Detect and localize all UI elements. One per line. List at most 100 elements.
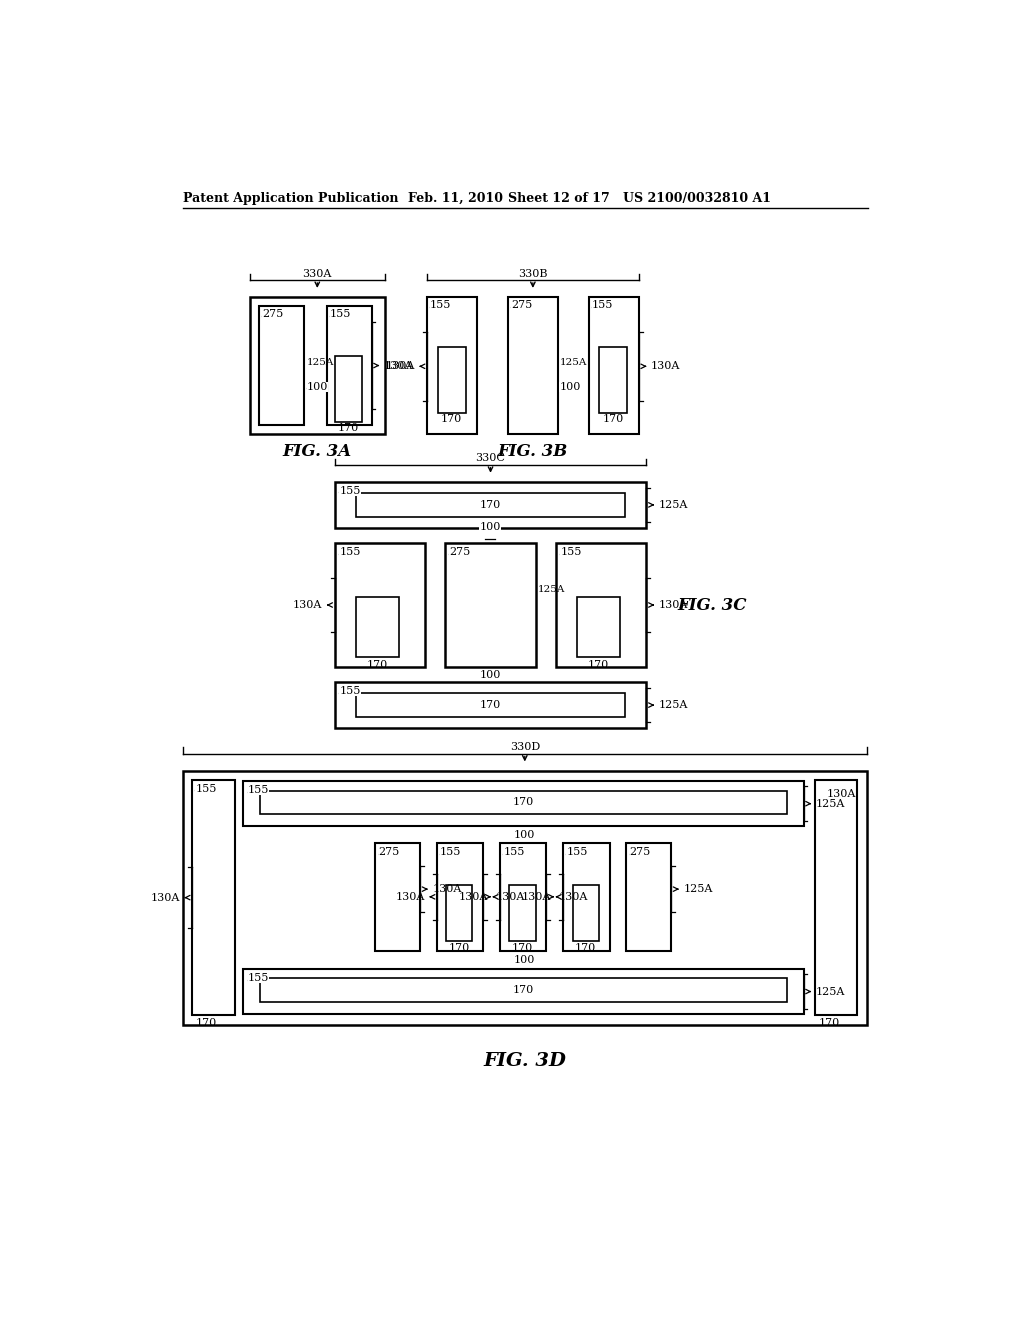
Text: 130A: 130A — [384, 360, 414, 371]
Text: 130A: 130A — [521, 892, 551, 902]
Bar — [589, 297, 639, 434]
Bar — [563, 843, 609, 950]
Text: 170: 170 — [512, 942, 534, 953]
Bar — [578, 597, 620, 657]
Text: 100: 100 — [514, 954, 536, 965]
Text: 275: 275 — [450, 548, 471, 557]
Text: Sheet 12 of 17: Sheet 12 of 17 — [508, 191, 609, 205]
Text: 170: 170 — [441, 414, 462, 424]
Text: 155: 155 — [440, 847, 462, 857]
Bar — [243, 781, 804, 826]
Text: 130A: 130A — [651, 362, 681, 371]
Text: 330C: 330C — [475, 453, 506, 463]
Text: 155: 155 — [339, 486, 360, 495]
Text: Patent Application Publication: Patent Application Publication — [183, 191, 398, 205]
Text: 330D: 330D — [510, 742, 540, 752]
Text: 125A: 125A — [538, 585, 565, 594]
Bar — [599, 347, 628, 412]
Text: 330B: 330B — [518, 268, 548, 279]
Text: FIG. 3A: FIG. 3A — [283, 444, 351, 461]
Text: 170: 170 — [818, 1019, 840, 1028]
Text: 130A: 130A — [432, 884, 462, 894]
Bar — [444, 544, 536, 667]
Text: FIG. 3D: FIG. 3D — [483, 1052, 566, 1069]
Text: 130A: 130A — [293, 601, 323, 610]
Text: 170: 170 — [513, 985, 534, 995]
Text: 170: 170 — [479, 700, 501, 710]
Text: 330A: 330A — [303, 268, 332, 279]
Bar — [572, 886, 599, 941]
Bar — [627, 843, 671, 950]
Bar — [356, 693, 625, 718]
Bar — [183, 771, 866, 1024]
Bar — [335, 682, 646, 729]
Bar — [356, 597, 398, 657]
Text: 130A: 130A — [459, 892, 487, 902]
Text: 125A: 125A — [658, 700, 688, 710]
Text: 130A: 130A — [395, 892, 425, 902]
Text: 130A: 130A — [151, 892, 180, 903]
Text: 155: 155 — [248, 973, 269, 983]
Bar — [438, 347, 466, 412]
Text: 170: 170 — [479, 500, 501, 510]
Text: 170: 170 — [513, 797, 534, 807]
Text: 100: 100 — [307, 381, 329, 392]
Text: 170: 170 — [367, 660, 388, 669]
Bar — [815, 780, 857, 1015]
Text: 125A: 125A — [559, 358, 587, 367]
Text: 125A: 125A — [307, 358, 334, 367]
Text: 130A: 130A — [385, 362, 415, 371]
Text: 130A: 130A — [559, 892, 588, 902]
Bar — [446, 886, 472, 941]
Text: 170: 170 — [575, 942, 596, 953]
Bar — [335, 356, 362, 422]
Bar — [376, 843, 420, 950]
Text: 125A: 125A — [816, 986, 845, 997]
Text: 155: 155 — [330, 309, 351, 319]
Text: 100: 100 — [479, 521, 501, 532]
Bar — [327, 306, 372, 425]
Text: 100: 100 — [479, 671, 501, 680]
Text: 170: 170 — [338, 424, 359, 433]
Bar — [335, 544, 425, 667]
Text: 155: 155 — [430, 300, 452, 310]
Text: 275: 275 — [262, 309, 284, 319]
Text: 125A: 125A — [683, 884, 713, 894]
Text: FIG. 3C: FIG. 3C — [677, 597, 746, 614]
Text: 130A: 130A — [826, 789, 856, 799]
Text: FIG. 3B: FIG. 3B — [498, 444, 567, 461]
Text: 170: 170 — [603, 414, 624, 424]
Text: 130A: 130A — [496, 892, 525, 902]
Bar — [556, 544, 646, 667]
Text: 125A: 125A — [816, 799, 845, 809]
Text: 155: 155 — [339, 686, 360, 696]
Text: 155: 155 — [503, 847, 524, 857]
Text: 170: 170 — [196, 1019, 216, 1028]
Bar — [243, 969, 804, 1014]
Text: 155: 155 — [248, 785, 269, 795]
Text: 130A: 130A — [658, 601, 688, 610]
Bar — [250, 297, 385, 434]
Text: 170: 170 — [449, 942, 470, 953]
Text: 125A: 125A — [658, 500, 688, 510]
Bar — [437, 843, 483, 950]
Text: 170: 170 — [588, 660, 608, 669]
Text: 155: 155 — [339, 548, 360, 557]
Bar — [260, 978, 786, 1002]
Text: US 2100/0032810 A1: US 2100/0032810 A1 — [624, 191, 771, 205]
Bar — [508, 297, 558, 434]
Bar — [427, 297, 477, 434]
Bar — [509, 886, 536, 941]
Text: 155: 155 — [566, 847, 588, 857]
Text: 100: 100 — [559, 381, 581, 392]
Bar — [335, 482, 646, 528]
Text: 100: 100 — [514, 830, 536, 840]
Text: 275: 275 — [379, 847, 399, 857]
Text: 155: 155 — [196, 784, 217, 793]
Text: 275: 275 — [630, 847, 651, 857]
Bar — [193, 780, 234, 1015]
Text: 155: 155 — [560, 548, 582, 557]
Text: Feb. 11, 2010: Feb. 11, 2010 — [408, 191, 503, 205]
Text: 275: 275 — [511, 300, 532, 310]
Bar — [500, 843, 547, 950]
